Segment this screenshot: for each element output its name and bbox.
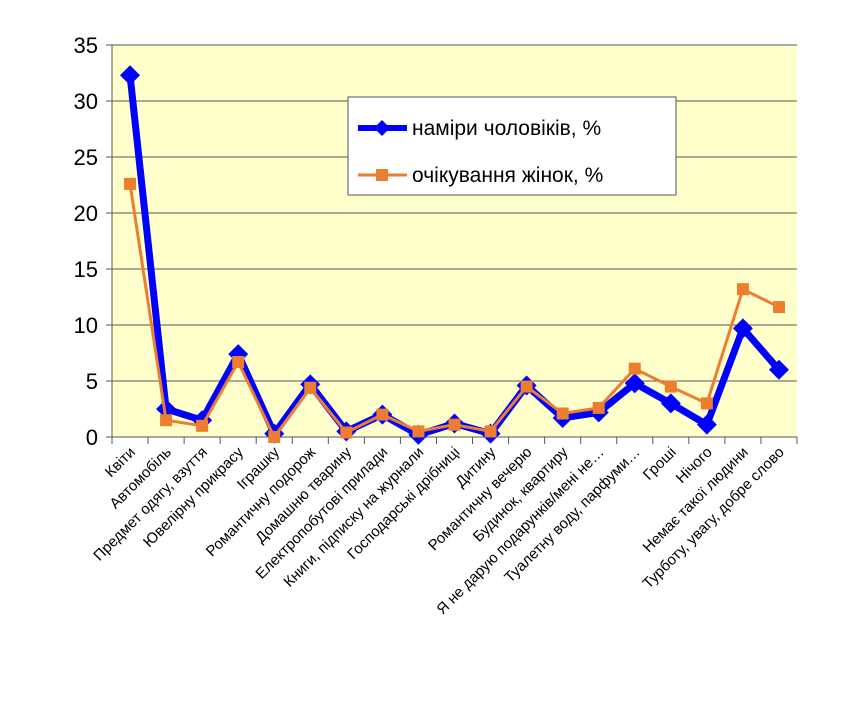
data-point-women <box>664 380 677 393</box>
data-point-men <box>660 393 681 414</box>
data-point-women <box>412 425 425 438</box>
data-point-women <box>592 401 605 414</box>
data-point-men <box>732 318 753 339</box>
y-tick-label: 30 <box>74 89 98 114</box>
legend-label-women: очікування жінок, % <box>412 164 603 187</box>
data-point-men <box>156 399 177 419</box>
data-point-women <box>484 425 497 438</box>
data-point-women <box>232 355 245 368</box>
legend: наміри чоловіків, % очікування жінок, % <box>347 96 677 196</box>
data-point-women <box>556 407 569 420</box>
y-tick-label: 15 <box>74 257 98 282</box>
data-point-men <box>624 373 645 394</box>
data-point-women <box>304 381 317 394</box>
data-point-women <box>736 283 749 296</box>
data-point-men <box>696 414 717 435</box>
y-tick-label: 5 <box>86 369 98 394</box>
data-point-men <box>768 359 789 380</box>
legend-label-men: наміри чоловіків, % <box>412 117 601 140</box>
data-point-women <box>772 301 785 314</box>
y-tick-label: 10 <box>74 313 98 338</box>
legend-square-marker-icon <box>376 169 388 181</box>
y-tick-label: 35 <box>74 33 98 58</box>
y-tick-label: 0 <box>86 425 98 450</box>
data-point-women <box>628 362 641 375</box>
data-point-women <box>268 431 281 443</box>
legend-box <box>347 96 677 196</box>
data-point-women <box>340 426 353 439</box>
y-tick-label: 25 <box>74 145 98 170</box>
data-point-women <box>196 419 209 432</box>
x-tick-label: Гроші <box>640 444 680 484</box>
data-point-men <box>120 65 141 86</box>
y-tick-label: 20 <box>74 201 98 226</box>
data-point-women <box>700 397 713 410</box>
data-point-women <box>448 418 461 431</box>
data-point-women <box>520 380 533 393</box>
data-point-women <box>124 177 137 190</box>
data-point-women <box>160 414 173 427</box>
data-point-women <box>376 408 389 421</box>
legend-diamond-marker-icon <box>374 120 390 136</box>
